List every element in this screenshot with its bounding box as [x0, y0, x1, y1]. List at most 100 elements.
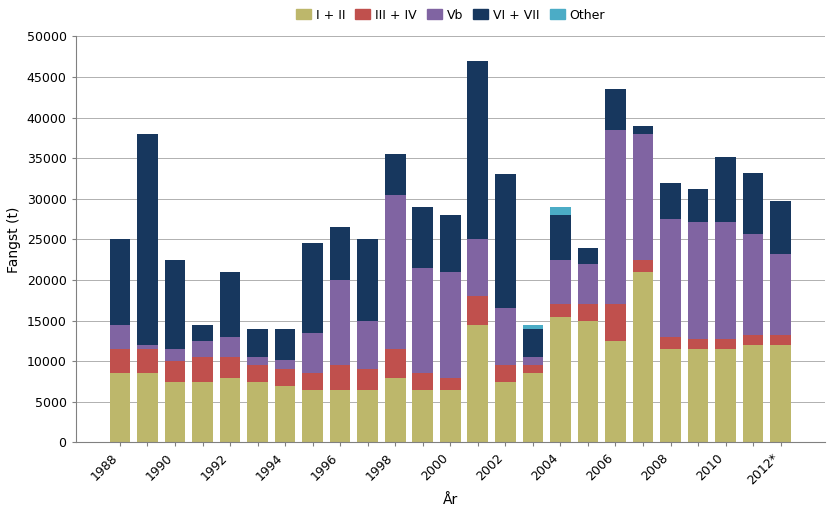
Bar — [329, 280, 350, 365]
Bar — [577, 248, 598, 264]
Bar — [743, 234, 764, 335]
Bar — [247, 381, 268, 443]
Bar — [632, 126, 653, 134]
Bar — [522, 365, 543, 374]
Bar — [302, 244, 323, 333]
Bar — [495, 308, 516, 365]
Bar — [110, 374, 131, 443]
Bar — [385, 349, 405, 377]
Bar — [329, 390, 350, 443]
Bar — [688, 339, 708, 349]
Bar — [632, 260, 653, 272]
Bar — [716, 222, 736, 339]
Bar — [413, 374, 433, 390]
Bar — [137, 134, 158, 345]
Bar — [329, 227, 350, 280]
Bar — [137, 374, 158, 443]
Bar — [770, 345, 791, 443]
Bar — [522, 329, 543, 357]
Bar — [110, 325, 131, 349]
Bar — [550, 260, 571, 304]
Bar — [495, 174, 516, 308]
Y-axis label: Fangst (t): Fangst (t) — [7, 206, 21, 272]
Bar — [743, 335, 764, 345]
Bar — [716, 339, 736, 349]
Bar — [550, 317, 571, 443]
Bar — [468, 240, 488, 296]
Bar — [413, 207, 433, 268]
X-axis label: År: År — [443, 493, 458, 507]
Bar — [220, 272, 240, 337]
Bar — [137, 345, 158, 349]
Bar — [661, 349, 681, 443]
Bar — [358, 390, 378, 443]
Bar — [247, 357, 268, 365]
Bar — [468, 325, 488, 443]
Legend: I + II, III + IV, Vb, VI + VII, Other: I + II, III + IV, Vb, VI + VII, Other — [293, 6, 607, 24]
Bar — [275, 370, 295, 386]
Bar — [192, 325, 213, 341]
Bar — [632, 134, 653, 260]
Bar — [440, 390, 461, 443]
Bar — [165, 361, 186, 381]
Bar — [495, 365, 516, 381]
Bar — [110, 349, 131, 374]
Bar — [247, 365, 268, 381]
Bar — [302, 390, 323, 443]
Bar — [275, 360, 295, 370]
Bar — [605, 130, 626, 304]
Bar — [743, 345, 764, 443]
Bar — [192, 357, 213, 381]
Bar — [495, 381, 516, 443]
Bar — [770, 201, 791, 254]
Bar — [192, 341, 213, 357]
Bar — [550, 215, 571, 260]
Bar — [358, 240, 378, 321]
Bar — [275, 386, 295, 443]
Bar — [605, 89, 626, 130]
Bar — [385, 377, 405, 443]
Bar — [247, 329, 268, 357]
Bar — [577, 264, 598, 304]
Bar — [165, 381, 186, 443]
Bar — [413, 390, 433, 443]
Bar — [716, 157, 736, 222]
Bar — [385, 195, 405, 349]
Bar — [522, 325, 543, 329]
Bar — [550, 304, 571, 317]
Bar — [385, 154, 405, 195]
Bar — [577, 321, 598, 443]
Bar — [632, 272, 653, 443]
Bar — [137, 349, 158, 374]
Bar — [440, 215, 461, 272]
Bar — [522, 374, 543, 443]
Bar — [688, 189, 708, 222]
Bar — [688, 222, 708, 339]
Bar — [661, 219, 681, 337]
Bar — [220, 357, 240, 377]
Bar — [302, 374, 323, 390]
Bar — [577, 304, 598, 321]
Bar — [661, 182, 681, 219]
Bar — [770, 254, 791, 335]
Bar — [743, 173, 764, 234]
Bar — [358, 370, 378, 390]
Bar — [192, 381, 213, 443]
Bar — [688, 349, 708, 443]
Bar — [440, 272, 461, 377]
Bar — [302, 333, 323, 374]
Bar — [110, 240, 131, 325]
Bar — [468, 61, 488, 240]
Bar — [220, 337, 240, 357]
Bar — [522, 357, 543, 365]
Bar — [358, 321, 378, 370]
Bar — [605, 304, 626, 341]
Bar — [165, 260, 186, 349]
Bar — [413, 268, 433, 374]
Bar — [440, 377, 461, 390]
Bar — [165, 349, 186, 361]
Bar — [661, 337, 681, 349]
Bar — [550, 207, 571, 215]
Bar — [770, 335, 791, 345]
Bar — [275, 329, 295, 360]
